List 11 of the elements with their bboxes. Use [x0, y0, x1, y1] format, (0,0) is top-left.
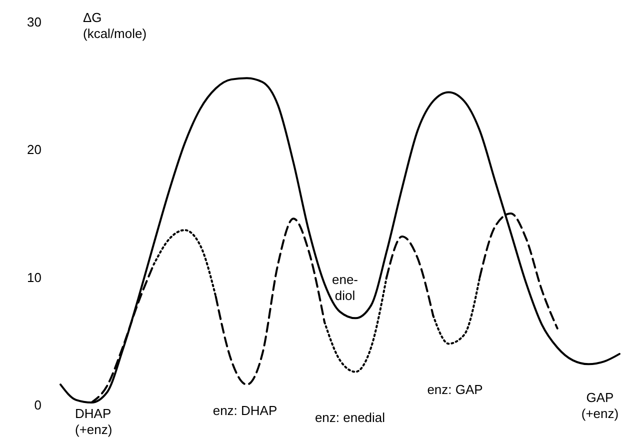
y-tick-label: 30: [27, 14, 42, 30]
annotation: ene- diol: [332, 272, 358, 303]
text: enz: enedial: [314, 410, 386, 425]
annotation: GAP (+enz): [581, 390, 619, 421]
y-axis-title: ΔG (kcal/mole): [83, 10, 147, 41]
y-tick-label: 10: [27, 270, 42, 285]
y-tick-label: 0: [34, 398, 42, 412]
text: DHAP (+enz): [75, 406, 112, 437]
annotation: enz: DHAP: [212, 403, 278, 418]
annotation: enz: GAP: [427, 382, 483, 397]
y-tick-label: 20: [27, 142, 42, 158]
